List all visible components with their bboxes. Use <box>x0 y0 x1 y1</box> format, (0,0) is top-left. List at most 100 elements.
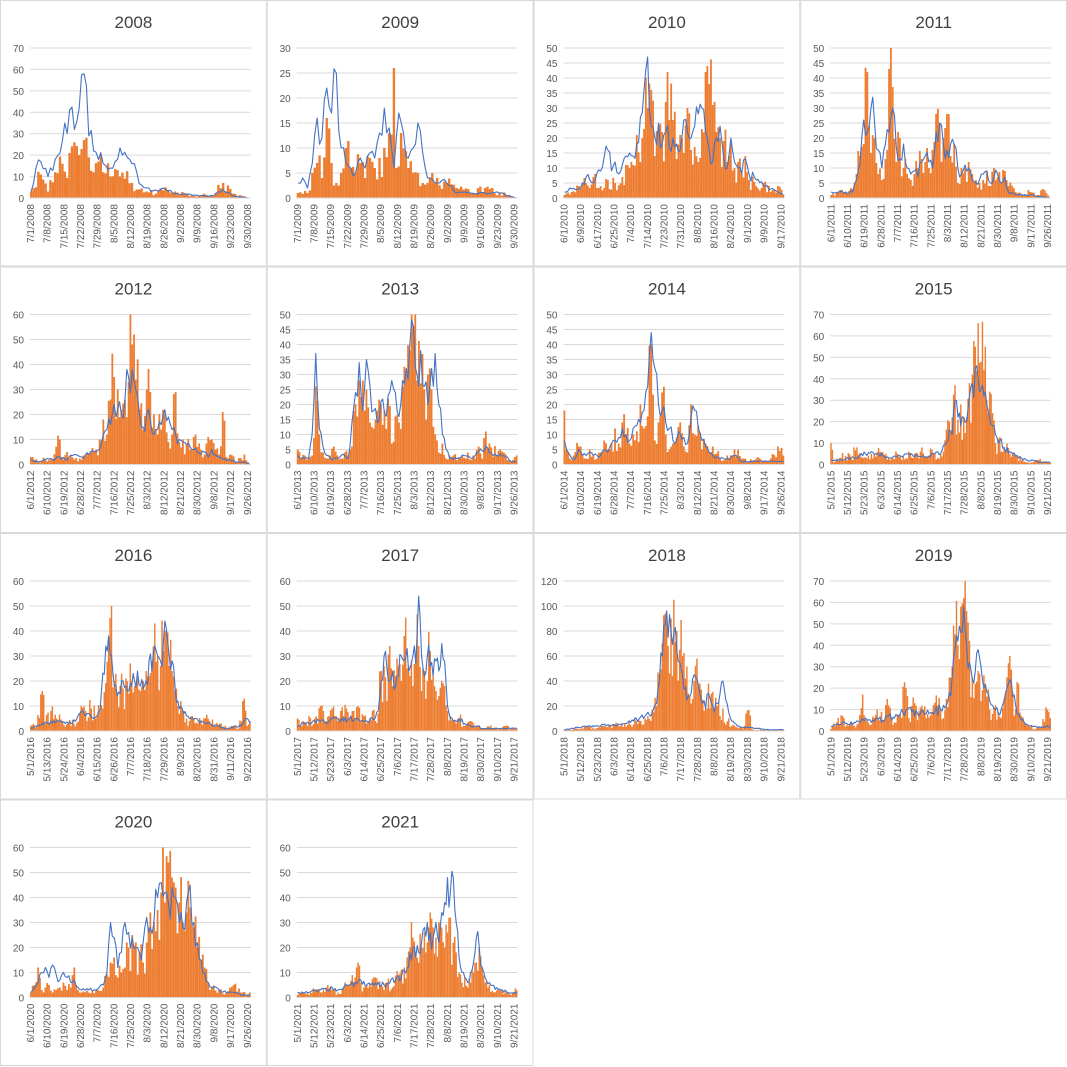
bar-series <box>296 68 516 198</box>
bar <box>387 654 390 731</box>
bar <box>185 444 188 465</box>
y-tick-label: 50 <box>13 336 25 347</box>
bar <box>978 362 981 465</box>
bar <box>205 969 208 998</box>
x-tick-label: 9/17/2012 <box>226 470 237 515</box>
bar <box>347 712 349 731</box>
bar <box>405 374 408 465</box>
bar <box>352 411 355 465</box>
bar <box>63 171 66 198</box>
x-tick-label: 9/10/2015 <box>1026 470 1037 515</box>
bar <box>942 718 945 731</box>
bar <box>404 151 408 198</box>
bar <box>102 987 105 998</box>
bar <box>51 459 54 465</box>
x-tick-label: 9/10/2018 <box>760 737 771 782</box>
bar <box>843 460 845 465</box>
bar <box>926 148 928 198</box>
y-tick-label: 100 <box>541 602 558 613</box>
bar <box>1023 722 1026 731</box>
bar <box>935 114 938 198</box>
bar <box>113 957 116 998</box>
x-tick-label: 6/28/2013 <box>343 470 354 515</box>
bar <box>142 962 144 998</box>
bar <box>172 882 175 998</box>
bar <box>79 713 81 731</box>
y-tick-label: 0 <box>18 194 24 205</box>
bar <box>169 448 172 465</box>
x-tick-label: 7/7/2020 <box>93 1003 104 1042</box>
bar <box>171 671 173 731</box>
bar <box>882 178 885 198</box>
bar <box>188 721 191 731</box>
y-tick-label: 40 <box>546 74 558 85</box>
y-tick-label: 30 <box>280 919 292 930</box>
bar <box>849 724 851 731</box>
bar <box>394 975 397 998</box>
bar <box>713 101 716 198</box>
bar <box>511 727 514 731</box>
bar <box>149 392 152 465</box>
bar <box>335 716 338 731</box>
bar <box>710 452 712 465</box>
bar <box>463 457 466 465</box>
bar-series <box>30 847 251 998</box>
bar <box>441 681 443 731</box>
bar <box>198 717 201 731</box>
bar <box>381 424 384 465</box>
bar <box>996 453 998 465</box>
bar <box>423 184 427 198</box>
bar <box>498 193 501 198</box>
y-tick-label: 60 <box>546 652 558 663</box>
bar <box>77 155 81 198</box>
chart-title: 2013 <box>381 280 419 299</box>
bar <box>663 615 665 731</box>
y-tick-label: 60 <box>280 844 292 855</box>
bar <box>110 606 113 731</box>
bar <box>707 683 710 731</box>
bar <box>366 723 368 731</box>
x-tick-label: 9/9/2008 <box>193 204 204 243</box>
bar <box>190 195 194 198</box>
x-tick-label: 9/10/2017 <box>493 737 504 782</box>
bar <box>689 695 691 731</box>
bar <box>971 174 974 198</box>
bar <box>564 729 567 731</box>
bar <box>681 138 683 198</box>
bar <box>445 458 447 465</box>
bar <box>1001 451 1004 465</box>
bar <box>928 455 930 465</box>
bar <box>652 712 655 731</box>
bar <box>732 724 734 731</box>
bar <box>655 443 658 465</box>
bar <box>354 977 356 998</box>
bar <box>44 183 47 198</box>
bar <box>399 664 401 731</box>
bar <box>80 992 83 998</box>
bar <box>195 722 198 731</box>
y-tick-label: 20 <box>813 418 825 429</box>
bar <box>899 713 901 731</box>
bar <box>687 693 690 731</box>
x-tick-label: 6/28/2011 <box>876 204 887 248</box>
bar <box>415 952 417 998</box>
bar <box>185 912 188 998</box>
bar <box>323 457 326 465</box>
bar <box>880 452 883 465</box>
bar <box>735 456 738 465</box>
bar <box>648 83 651 198</box>
bar <box>911 705 913 731</box>
bar <box>367 988 369 998</box>
bar <box>731 170 734 198</box>
bar <box>379 404 382 465</box>
bar <box>722 460 725 465</box>
bar <box>726 721 728 731</box>
bar <box>75 146 78 198</box>
bar <box>841 716 844 731</box>
bar <box>611 728 613 731</box>
bar <box>209 195 213 198</box>
bar <box>456 976 459 998</box>
bar <box>889 48 892 198</box>
